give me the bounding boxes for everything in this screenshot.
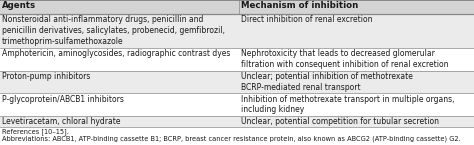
Bar (0, 14, 474, 48)
Bar (0, 116, 474, 127)
Text: Abbreviations: ABCB1, ATP-binding cassette B1; BCRP, breast cancer resistance pr: Abbreviations: ABCB1, ATP-binding casset… (2, 135, 461, 142)
Text: Unclear, potential competition for tubular secretion: Unclear, potential competition for tubul… (241, 117, 439, 126)
Text: References [10–15].: References [10–15]. (2, 128, 69, 135)
Text: P-glycoprotein/ABCB1 inhibitors: P-glycoprotein/ABCB1 inhibitors (2, 95, 124, 104)
Text: Nephrotoxicity that leads to decreased glomerular
filtration with consequent inh: Nephrotoxicity that leads to decreased g… (241, 49, 449, 69)
Text: Direct inhibition of renal excretion: Direct inhibition of renal excretion (241, 16, 373, 25)
Text: Mechanism of inhibition: Mechanism of inhibition (241, 1, 359, 10)
Bar (0, 70, 474, 93)
Bar (0, 93, 474, 116)
Text: Unclear; potential inhibition of methotrexate
BCRP-mediated renal transport: Unclear; potential inhibition of methotr… (241, 72, 413, 92)
Text: Levetiracetam, chloral hydrate: Levetiracetam, chloral hydrate (2, 117, 120, 126)
Text: Proton-pump inhibitors: Proton-pump inhibitors (2, 72, 91, 81)
Text: Inhibition of methotrexate transport in multiple organs,
including kidney: Inhibition of methotrexate transport in … (241, 95, 455, 114)
Bar (0, 48, 474, 70)
Text: Nonsteroidal anti-inflammatory drugs, penicillin and
penicillin derivatives, sal: Nonsteroidal anti-inflammatory drugs, pe… (2, 16, 225, 46)
Text: Amphotericin, aminoglycosides, radiographic contrast dyes: Amphotericin, aminoglycosides, radiograp… (2, 49, 230, 58)
Bar (0, 0, 474, 14)
Text: Agents: Agents (2, 1, 36, 10)
